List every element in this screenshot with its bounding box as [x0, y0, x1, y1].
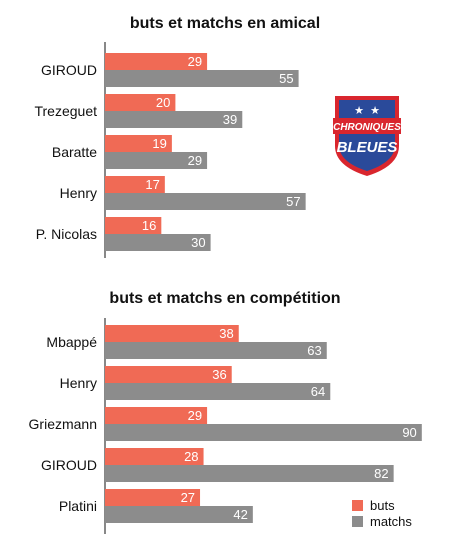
star-icon: ★: [370, 104, 380, 117]
data-label-buts: 36: [212, 367, 226, 382]
data-label-buts: 38: [219, 326, 233, 341]
data-label-buts: 16: [142, 218, 156, 233]
bar-matchs: [105, 234, 211, 251]
bar-buts: [105, 217, 162, 234]
data-label-matchs: 42: [233, 507, 247, 522]
chart-panel-amical: buts et matchs en amical GIROUD 29 55 Trezeg…: [34, 15, 320, 258]
category-label: GIROUD: [41, 457, 97, 473]
bar-buts: [105, 448, 204, 465]
chart-title: buts et matchs en compétition: [109, 290, 340, 307]
category-label: Henry: [60, 375, 97, 391]
data-label-buts: 28: [184, 449, 198, 464]
category-label: Mbappé: [46, 334, 97, 350]
bar-matchs: [105, 70, 299, 87]
data-label-buts: 19: [152, 136, 166, 151]
data-label-buts: 20: [156, 95, 170, 110]
data-label-buts: 27: [181, 490, 195, 505]
data-label-matchs: 90: [402, 425, 416, 440]
bar-buts: [105, 94, 176, 111]
data-label-matchs: 64: [311, 384, 325, 399]
logo-text-line1: CHRONIQUES: [333, 122, 401, 133]
legend: buts matchs: [352, 498, 412, 529]
bar-buts: [105, 135, 172, 152]
bar-buts: [105, 366, 232, 383]
data-label-matchs: 30: [191, 235, 205, 250]
bar-matchs: [105, 465, 394, 482]
data-label-buts: 29: [188, 408, 202, 423]
data-label-matchs: 63: [307, 343, 321, 358]
category-label: Griezmann: [29, 416, 97, 432]
legend-label-matchs: matchs: [370, 514, 412, 529]
bar-matchs: [105, 111, 243, 128]
chroniques-bleues-logo: ★ ★ CHRONIQUES BLEUES: [333, 96, 401, 176]
bar-matchs: [105, 152, 208, 169]
bar-buts: [105, 176, 165, 193]
data-label-matchs: 57: [286, 194, 300, 209]
category-label: Platini: [59, 498, 97, 514]
bar-matchs: [105, 506, 253, 523]
bar-matchs: [105, 383, 331, 400]
category-label: Baratte: [52, 144, 97, 160]
data-label-buts: 29: [188, 54, 202, 69]
category-label: GIROUD: [41, 62, 97, 78]
legend-label-buts: buts: [370, 498, 395, 513]
chart-panel-competition: buts et matchs en compétition Mbappé 38 63 H…: [29, 290, 422, 534]
bar-matchs: [105, 424, 422, 441]
logo-text-line2: BLEUES: [337, 139, 398, 156]
logo-shield-inner: [339, 100, 395, 171]
chart-title: buts et matchs en amical: [130, 15, 320, 32]
data-label-matchs: 39: [223, 112, 237, 127]
category-label: Henry: [60, 185, 97, 201]
bar-buts: [105, 489, 201, 506]
bar-matchs: [105, 193, 306, 210]
data-label-matchs: 82: [374, 466, 388, 481]
bar-matchs: [105, 342, 327, 359]
data-label-buts: 17: [145, 177, 159, 192]
star-icon: ★: [354, 104, 364, 117]
logo-banner: [333, 118, 401, 134]
category-label: P. Nicolas: [36, 226, 97, 242]
bar-buts: [105, 325, 239, 342]
bar-buts: [105, 53, 208, 70]
bar-buts: [105, 407, 208, 424]
data-label-matchs: 55: [279, 71, 293, 86]
legend-swatch-matchs: [352, 516, 363, 527]
legend-swatch-buts: [352, 500, 363, 511]
category-label: Trezeguet: [34, 103, 97, 119]
data-label-matchs: 29: [188, 153, 202, 168]
